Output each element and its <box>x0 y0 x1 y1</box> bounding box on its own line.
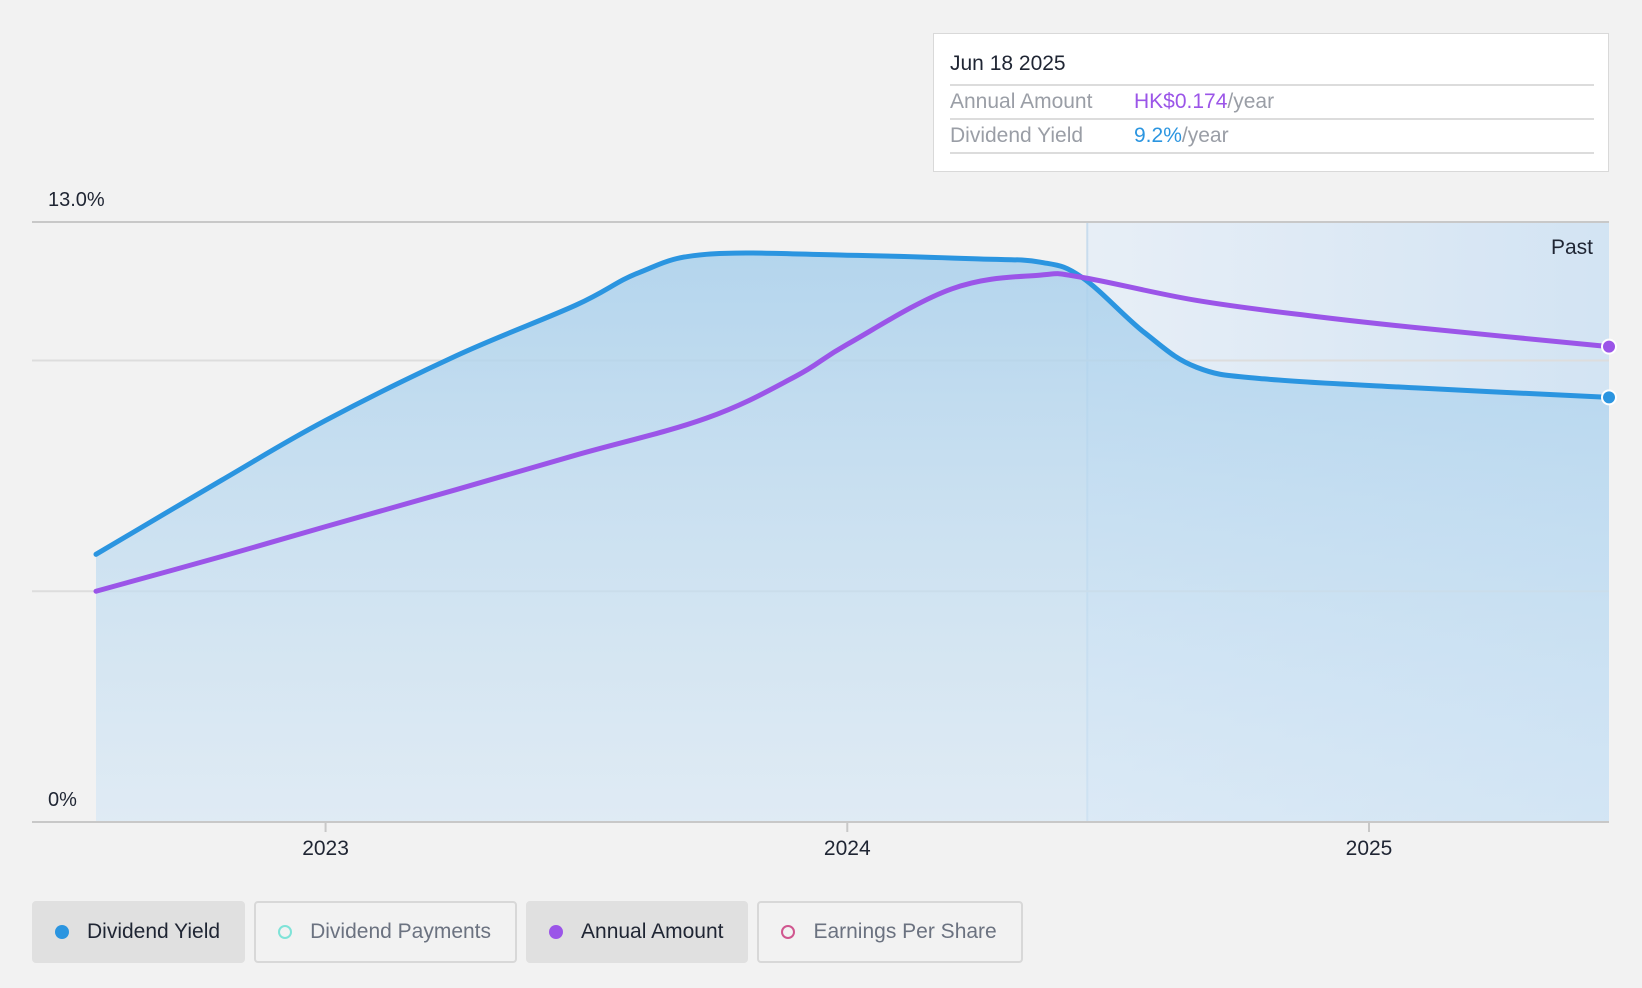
tooltip-dividend-yield-unit: /year <box>1181 124 1229 147</box>
annual-amount-endpoint <box>1601 338 1617 355</box>
legend-earnings-per-share-button[interactable]: Earnings Per Share <box>757 901 1023 963</box>
annual-amount-dot-icon <box>549 925 564 939</box>
x-tick-label: 2023 <box>302 837 349 860</box>
tooltip-annual-amount-label: Annual Amount <box>950 90 1093 113</box>
series-endpoints <box>1601 338 1617 406</box>
legend-dividend-yield-label: Dividend Yield <box>87 920 221 943</box>
tooltip-dividend-yield-value-wrap: 9.2%/year <box>1134 120 1229 152</box>
tooltip-annual-amount-value: HK$0.174 <box>1134 90 1228 113</box>
tooltip-date: Jun 18 2025 <box>950 52 1066 75</box>
x-axis <box>32 821 1609 832</box>
x-tick-label: 2024 <box>824 837 871 860</box>
legend-earnings-per-share-label: Earnings Per Share <box>813 920 997 943</box>
x-tick-label: 2025 <box>1346 837 1393 860</box>
tooltip-annual-amount-unit: /year <box>1227 90 1275 113</box>
tooltip-row-dividend-yield: Dividend Yield 9.2%/year <box>950 118 1594 154</box>
axis-labels: 2023 2024 2025 13.0% 0% <box>48 189 1392 860</box>
tooltip: Jun 18 2025 Annual Amount HK$0.174/year … <box>933 33 1609 172</box>
earnings-per-share-ring-icon <box>781 925 796 939</box>
legend-annual-amount-button[interactable]: Annual Amount <box>526 901 749 963</box>
dividend-yield-line <box>93 250 1612 557</box>
tooltip-dividend-yield-value: 9.2% <box>1134 124 1182 147</box>
legend-annual-amount-label: Annual Amount <box>581 920 724 943</box>
tooltip-annual-amount-value-wrap: HK$0.174/year <box>1134 86 1274 118</box>
series-lines <box>93 250 1612 594</box>
dividend-payments-ring-icon <box>278 925 293 939</box>
series-areas <box>96 252 1609 822</box>
legend-dividend-yield-button[interactable]: Dividend Yield <box>32 901 246 963</box>
past-label: Past <box>1551 236 1593 259</box>
legend-dividend-payments-button[interactable]: Dividend Payments <box>254 901 518 963</box>
dividend-yield-endpoint <box>1601 389 1617 406</box>
dividend-yield-dot-icon <box>55 925 69 939</box>
tooltip-dividend-yield-label: Dividend Yield <box>950 124 1084 147</box>
y-tick-label-top: 13.0% <box>48 189 105 211</box>
annual-amount-line <box>93 271 1612 594</box>
legend: Dividend Yield Dividend Payments Annual … <box>32 901 1023 965</box>
dividend-yield-area <box>96 252 1609 822</box>
tooltip-row-annual-amount: Annual Amount HK$0.174/year <box>950 84 1594 118</box>
legend-dividend-payments-label: Dividend Payments <box>310 920 492 943</box>
y-tick-label-bottom: 0% <box>48 789 77 811</box>
